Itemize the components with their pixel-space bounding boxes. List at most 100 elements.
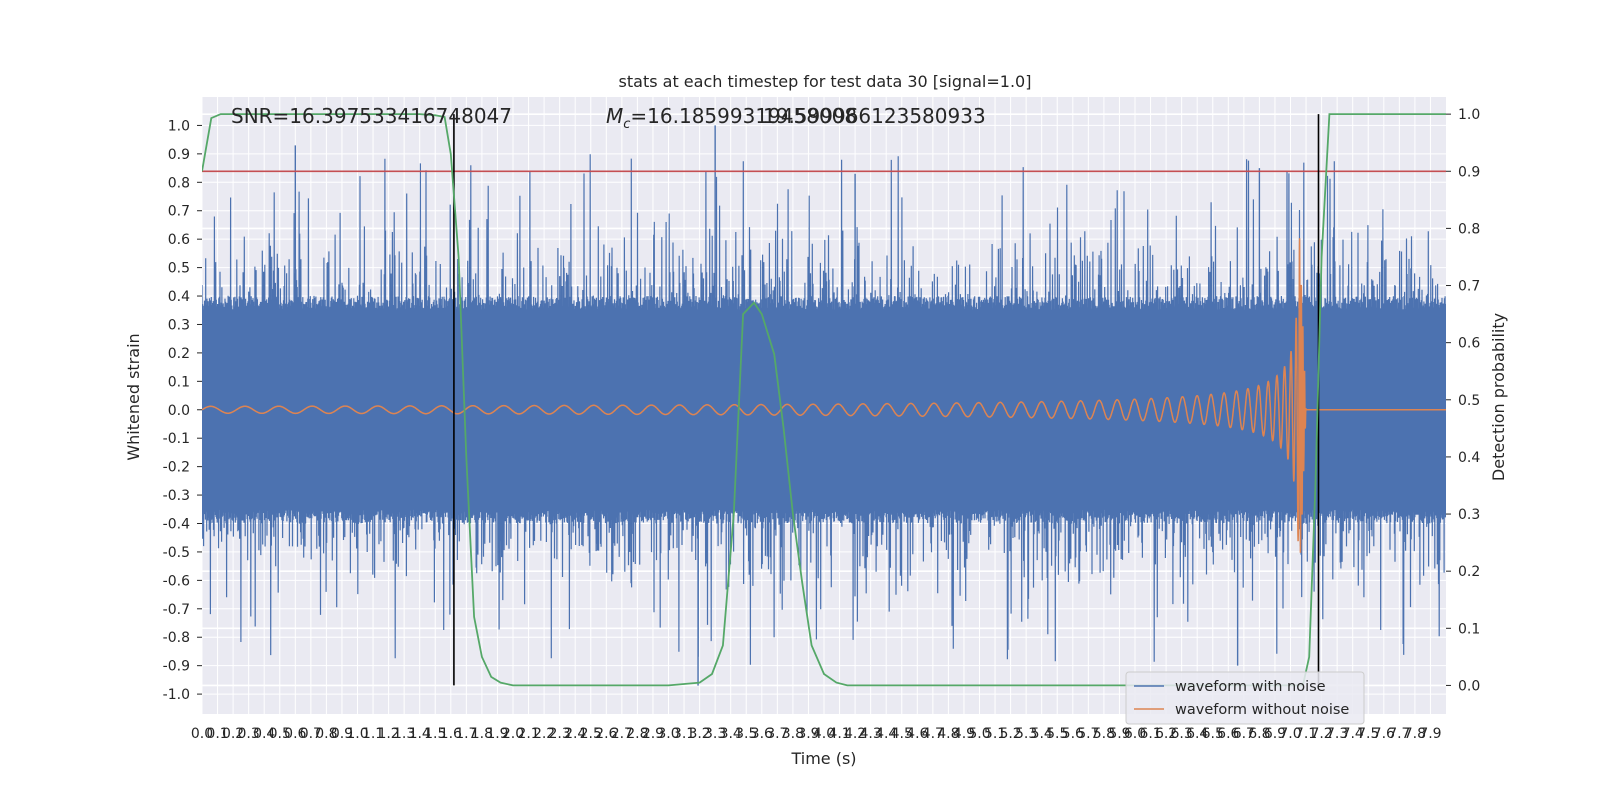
x-tick-label: 3.0 <box>657 726 679 742</box>
x-tick-label: 0.0 <box>191 726 213 742</box>
y-tick-label-right: 0.9 <box>1458 164 1480 180</box>
x-tick-label: 0.4 <box>253 726 275 742</box>
y-tick-label-right: 1.0 <box>1458 107 1480 123</box>
y-tick-label-left: 0.4 <box>168 289 190 305</box>
x-tick-label: 4.6 <box>906 726 928 742</box>
x-tick-label: 0.5 <box>269 726 291 742</box>
x-tick-label: 3.6 <box>751 726 773 742</box>
y-tick-label-left: 1.0 <box>168 118 190 134</box>
y-tick-label-right: 0.6 <box>1458 336 1480 352</box>
y-tick-label-left: 0.6 <box>168 232 190 248</box>
y-tick-label-left: 0.3 <box>168 317 190 333</box>
x-tick-label: 1.9 <box>486 726 508 742</box>
legend: waveform with noise waveform without noi… <box>1125 671 1365 725</box>
y-tick-label-left: 0.8 <box>168 175 190 191</box>
y-tick-label-right: 0.2 <box>1458 564 1480 580</box>
x-tick-label: 3.8 <box>782 726 804 742</box>
x-tick-label: 7.7 <box>1388 726 1410 742</box>
x-tick-label: 5.4 <box>1031 726 1053 742</box>
y-tick-label-right: 0.4 <box>1458 450 1480 466</box>
x-tick-label: 4.8 <box>937 726 959 742</box>
y-tick-label-left: -1.0 <box>163 687 190 703</box>
y-tick-label-right: 0.5 <box>1458 393 1480 409</box>
x-tick-label: 2.1 <box>517 726 539 742</box>
x-tick-label: 7.1 <box>1295 726 1317 742</box>
y-tick-label-right: 0.0 <box>1458 678 1480 694</box>
x-tick-label: 6.0 <box>1124 726 1146 742</box>
x-tick-label: 1.0 <box>346 726 368 742</box>
x-tick-label: 0.7 <box>300 726 322 742</box>
x-tick-label: 5.9 <box>1108 726 1130 742</box>
y-tick-label-right: 0.3 <box>1458 507 1480 523</box>
x-tick-label: 2.2 <box>533 726 555 742</box>
legend-label-noise: waveform with noise <box>1175 679 1326 695</box>
x-tick-label: 6.7 <box>1233 726 1255 742</box>
y-tick-labels-left: 1.0 0.9 0.8 0.7 0.6 0.5 0.4 0.3 0.2 0.1 0.0 -0.1 -0.… <box>163 118 202 703</box>
x-tick-label: 3.3 <box>704 726 726 742</box>
x-tick-label: 5.7 <box>1077 726 1099 742</box>
x-tick-label: 1.4 <box>409 726 431 742</box>
x-tick-label: 1.1 <box>362 726 384 742</box>
y-tick-label-left: -0.5 <box>163 545 190 561</box>
y-tick-label-left: 0.7 <box>168 204 190 220</box>
x-tick-label: 7.4 <box>1342 726 1364 742</box>
x-tick-label: 4.7 <box>922 726 944 742</box>
x-tick-label: 1.5 <box>424 726 446 742</box>
x-tick-label: 3.9 <box>797 726 819 742</box>
x-tick-label: 5.5 <box>1046 726 1068 742</box>
chart-title: stats at each timestep for test data 30 … <box>619 72 1032 91</box>
x-tick-label: 2.5 <box>580 726 602 742</box>
y-tick-label-left: -0.1 <box>163 431 190 447</box>
mc-annotation: Mc=16.18599319458008 <box>606 104 857 132</box>
x-tick-label: 2.7 <box>611 726 633 742</box>
x-tick-label: 3.4 <box>720 726 742 742</box>
y-tick-labels-right: 1.0 0.9 0.8 0.7 0.6 0.5 0.4 0.3 0.2 0.1 0.0 <box>1446 107 1480 694</box>
y-tick-label-right: 0.8 <box>1458 221 1480 237</box>
x-tick-label: 4.3 <box>860 726 882 742</box>
x-tick-label: 0.8 <box>315 726 337 742</box>
x-tick-labels: 0.00.10.20.30.40.50.60.70.80.91.01.11.21… <box>191 726 1442 742</box>
legend-box <box>1125 671 1365 725</box>
y-tick-label-right: 0.1 <box>1458 621 1480 637</box>
x-tick-label: 4.5 <box>891 726 913 742</box>
y-axis-label-right: Detection probability <box>1489 313 1508 481</box>
x-tick-label: 3.5 <box>735 726 757 742</box>
x-tick-label: 1.8 <box>471 726 493 742</box>
x-tick-label: 0.2 <box>222 726 244 742</box>
y-tick-label-left: -0.3 <box>163 488 190 504</box>
x-axis-label: Time (s) <box>790 749 856 768</box>
y-tick-label-left: 0.5 <box>168 261 190 277</box>
y-tick-label-left: 0.2 <box>168 346 190 362</box>
series-line-clean <box>202 238 1446 553</box>
x-tick-label: 4.1 <box>828 726 850 742</box>
x-tick-label: 6.3 <box>1171 726 1193 742</box>
x-tick-label: 4.0 <box>813 726 835 742</box>
x-tick-label: 6.6 <box>1217 726 1239 742</box>
x-tick-label: 2.6 <box>595 726 617 742</box>
x-tick-label: 4.2 <box>844 726 866 742</box>
y-axis-label: Whitened strain <box>124 333 143 460</box>
x-tick-label: 7.2 <box>1310 726 1332 742</box>
y-tick-label-left: -0.7 <box>163 602 190 618</box>
x-tick-label: 1.6 <box>440 726 462 742</box>
x-tick-label: 6.4 <box>1186 726 1208 742</box>
x-tick-label: 0.9 <box>331 726 353 742</box>
x-tick-label: 6.8 <box>1248 726 1270 742</box>
x-tick-label: 2.3 <box>549 726 571 742</box>
x-tick-label: 5.3 <box>1015 726 1037 742</box>
mc-overlap-annotation: 19.599966123580933 <box>763 104 986 128</box>
x-tick-label: 7.8 <box>1404 726 1426 742</box>
x-tick-label: 5.2 <box>999 726 1021 742</box>
x-tick-label: 5.6 <box>1062 726 1084 742</box>
x-tick-label: 0.1 <box>206 726 228 742</box>
x-tick-label: 6.5 <box>1202 726 1224 742</box>
snr-annotation: SNR=16.397533416748047 <box>231 104 512 128</box>
x-tick-label: 0.6 <box>284 726 306 742</box>
x-tick-label: 2.4 <box>564 726 586 742</box>
x-tick-label: 1.7 <box>455 726 477 742</box>
x-tick-label: 7.0 <box>1279 726 1301 742</box>
y-tick-label-left: -0.6 <box>163 573 190 589</box>
x-tick-label: 7.6 <box>1373 726 1395 742</box>
x-tick-label: 7.3 <box>1326 726 1348 742</box>
